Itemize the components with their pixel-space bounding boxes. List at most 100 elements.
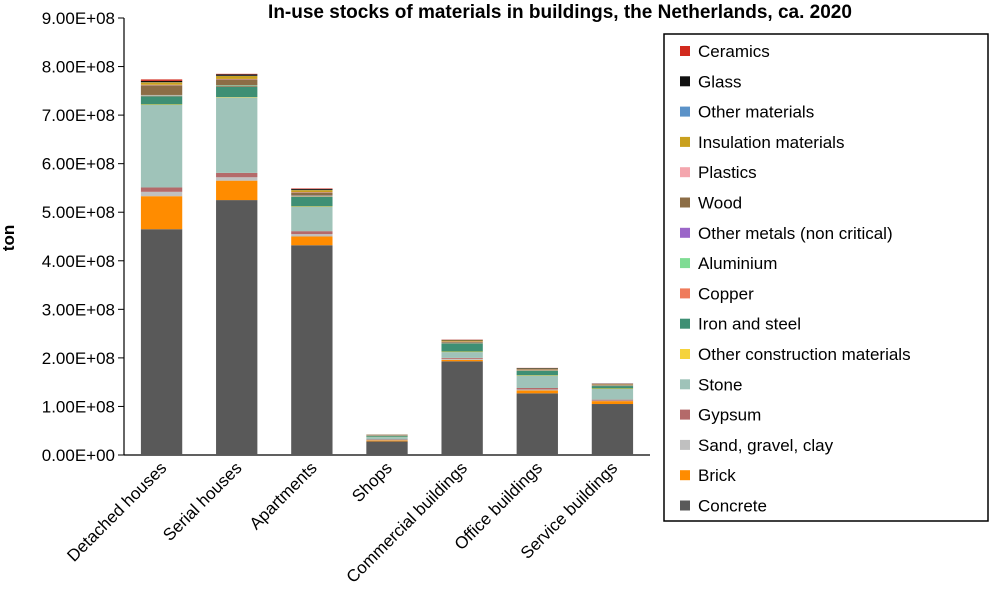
legend-label: Gypsum [698, 406, 761, 425]
legend-item: Gypsum [680, 406, 761, 425]
legend-item: Concrete [680, 497, 767, 516]
bar-segment [291, 196, 333, 207]
bar-segment [216, 76, 258, 79]
bar-segment [140, 191, 183, 197]
legend-swatch [680, 318, 690, 329]
bar-segment [140, 96, 183, 105]
legend-swatch [680, 76, 690, 87]
legend-item: Iron and steel [680, 315, 801, 334]
bar-segment [216, 86, 258, 98]
bar-segment [216, 172, 258, 178]
y-tick-label: 5.00E+08 [42, 203, 115, 222]
x-tick-label: Shops [348, 458, 396, 506]
legend-item: Plastics [680, 163, 757, 182]
bar-segment [516, 389, 558, 391]
bar-segment [140, 82, 183, 85]
legend-swatch [680, 379, 690, 390]
y-tick-label: 7.00E+08 [42, 106, 115, 125]
bar-segment [366, 435, 408, 437]
bar-segment [291, 192, 333, 196]
legend-label: Other materials [698, 103, 814, 122]
legend-swatch [680, 470, 690, 481]
bar-stack [591, 383, 634, 455]
bar-segment [441, 359, 483, 362]
bar-segment [591, 399, 634, 401]
legend-label: Other construction materials [698, 345, 911, 364]
y-tick-label: 2.00E+08 [42, 349, 115, 368]
legend-label: Plastics [698, 163, 757, 182]
bar-segment [216, 180, 258, 201]
x-tick-label: Detached houses [63, 458, 170, 565]
bar-segment [516, 375, 558, 388]
bar-segment [366, 441, 408, 455]
bar-segment [291, 234, 333, 237]
legend-swatch [680, 439, 690, 450]
bar-segment [140, 229, 183, 455]
bar-segment [591, 401, 634, 405]
legend-label: Wood [698, 194, 742, 213]
x-tick-label: Apartments [246, 458, 321, 533]
bar-segment [140, 85, 183, 95]
legend-swatch [680, 500, 690, 511]
legend-swatch [680, 227, 690, 238]
bar-segment [291, 245, 333, 455]
legend-item: Aluminium [680, 254, 777, 273]
bar-segment [216, 200, 258, 455]
bar-segment [140, 196, 183, 230]
bar-segment [216, 97, 258, 173]
legend-label: Insulation materials [698, 133, 844, 152]
legend-item: Other materials [680, 103, 814, 122]
legend-box [663, 33, 989, 522]
bar-segment [516, 370, 558, 376]
y-tick-label: 3.00E+08 [42, 300, 115, 319]
bar-segment [140, 187, 183, 192]
legend-label: Iron and steel [698, 315, 801, 334]
bar-segment [591, 404, 634, 455]
bar-segment [291, 206, 333, 232]
bar-segment [591, 388, 634, 400]
bar-segment [291, 190, 333, 193]
x-tick-label: Serial houses [159, 458, 245, 544]
legend-item: Insulation materials [680, 133, 844, 152]
y-axis: 0.00E+00 1.00E+08 2.00E+08 3.00E+08 4.00E+08… [42, 9, 125, 465]
bar-segment [516, 369, 558, 371]
y-tick-label: 0.00E+00 [42, 446, 115, 465]
legend-item: Other metals (non critical) [680, 224, 893, 243]
y-tick-label: 8.00E+08 [42, 58, 115, 77]
legend-label: Sand, gravel, clay [698, 436, 834, 455]
bar-segment [216, 177, 258, 181]
bar-segment [366, 437, 408, 440]
bar-segment [441, 357, 483, 359]
bar-segment [591, 386, 634, 389]
legend-swatch [680, 106, 690, 117]
legend: Ceramics Glass Other materials Insulation m… [663, 33, 989, 522]
legend-label: Copper [698, 284, 754, 303]
legend-label: Stone [698, 375, 742, 394]
legend-swatch [680, 167, 690, 178]
bar-segment [140, 104, 183, 188]
legend-item: Ceramics [680, 42, 770, 61]
y-tick-label: 1.00E+08 [42, 397, 115, 416]
legend-label: Brick [698, 466, 736, 485]
legend-item: Sand, gravel, clay [680, 436, 834, 455]
bar-segment [441, 352, 483, 358]
legend-swatch [680, 46, 690, 56]
bar-stack [216, 73, 258, 455]
y-tick-label: 9.00E+08 [42, 9, 115, 28]
bar-stack [291, 188, 333, 455]
bar-stack [140, 79, 183, 455]
bar-stack [441, 339, 483, 455]
bar-segment [140, 79, 183, 81]
y-tick-label: 4.00E+08 [42, 252, 115, 271]
legend-label: Aluminium [698, 254, 777, 273]
bar-segment [441, 361, 483, 455]
legend-label: Ceramics [698, 42, 770, 61]
bar-segment [216, 74, 258, 76]
bar-segment [441, 340, 483, 342]
y-tick-label: 6.00E+08 [42, 155, 115, 174]
legend-label: Glass [698, 72, 741, 91]
legend-item: Glass [680, 72, 741, 91]
